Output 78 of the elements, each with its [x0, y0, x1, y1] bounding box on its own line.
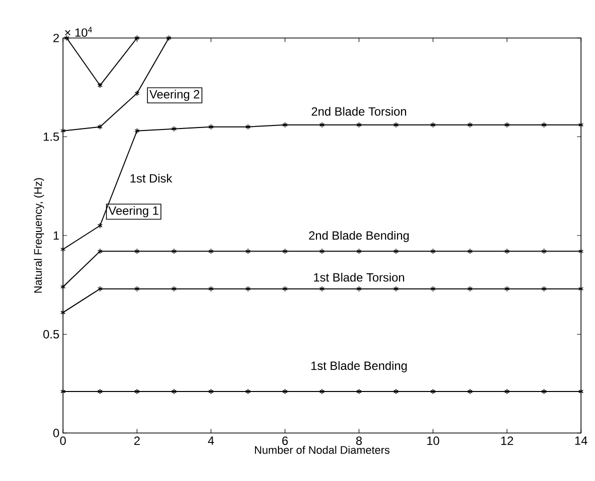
point — [97, 286, 103, 292]
point — [171, 286, 177, 292]
point — [171, 388, 177, 394]
point — [282, 248, 288, 254]
y-tick-label: 0 — [53, 428, 60, 438]
point — [504, 286, 510, 292]
point — [541, 388, 547, 394]
point — [504, 248, 510, 254]
point — [467, 388, 473, 394]
y-tick-label: 0.5 — [43, 330, 59, 338]
point — [134, 388, 140, 394]
point — [245, 388, 251, 394]
point — [245, 124, 251, 130]
point — [467, 248, 473, 254]
point — [541, 248, 547, 254]
point — [356, 286, 362, 292]
y-tick-label: 1.5 — [44, 132, 59, 141]
x-tick-label: 12 — [501, 436, 514, 445]
point — [319, 122, 325, 128]
x-tick-label: 4 — [208, 436, 214, 445]
y-tick-label: 1 — [54, 231, 59, 240]
annotation: Veering 2 — [149, 90, 200, 101]
point — [171, 126, 177, 132]
point — [504, 122, 510, 128]
annotation: 1st Disk — [130, 174, 172, 183]
point — [208, 124, 214, 130]
point — [319, 248, 325, 254]
annotation: 2nd Blade Bending — [309, 230, 409, 242]
x-axis-title: Number of Nodal Diameters — [255, 446, 390, 454]
point — [393, 388, 399, 394]
point — [467, 286, 473, 292]
point — [134, 286, 140, 292]
point — [356, 248, 362, 254]
point — [208, 286, 214, 292]
annotation: 1st Blade Bending — [311, 361, 407, 372]
y-tick-label: 2 — [53, 34, 59, 42]
point — [245, 248, 251, 254]
point — [319, 286, 325, 292]
point — [134, 248, 140, 254]
point — [134, 90, 140, 96]
point — [208, 388, 214, 394]
point — [97, 248, 103, 254]
point — [282, 286, 288, 292]
annotation: 2nd Blade Torsion — [312, 106, 406, 116]
point — [171, 248, 177, 254]
point — [430, 388, 436, 394]
x-tick-label: 6 — [282, 436, 288, 445]
point — [245, 286, 251, 292]
text: × 10$^{4}$ — [65, 26, 92, 37]
point — [504, 388, 510, 394]
point — [430, 122, 436, 128]
point — [541, 286, 547, 292]
point — [282, 122, 288, 128]
annotation: Veering 1 — [108, 206, 158, 218]
point — [393, 122, 399, 128]
x-tick-label: 10 — [427, 436, 440, 445]
point — [393, 286, 399, 292]
point — [97, 82, 103, 88]
point — [356, 122, 362, 128]
y-axis-title: Natural Frequency, (Hz) — [34, 178, 44, 293]
point — [430, 286, 436, 292]
point — [541, 122, 547, 128]
point — [97, 222, 103, 229]
point — [208, 248, 214, 254]
point — [467, 122, 473, 128]
point — [97, 124, 103, 130]
x-tick-label: 0 — [60, 436, 66, 445]
point — [97, 388, 103, 394]
point — [282, 388, 288, 394]
point — [319, 388, 325, 394]
x-tick-label: 2 — [134, 436, 140, 445]
annotation: 1st Blade Torsion — [314, 272, 404, 282]
point — [356, 388, 362, 394]
point — [393, 248, 399, 254]
point — [430, 248, 436, 254]
x-tick-label: 8 — [356, 436, 362, 445]
x-tick-label: 14 — [575, 436, 588, 445]
point — [134, 128, 140, 134]
